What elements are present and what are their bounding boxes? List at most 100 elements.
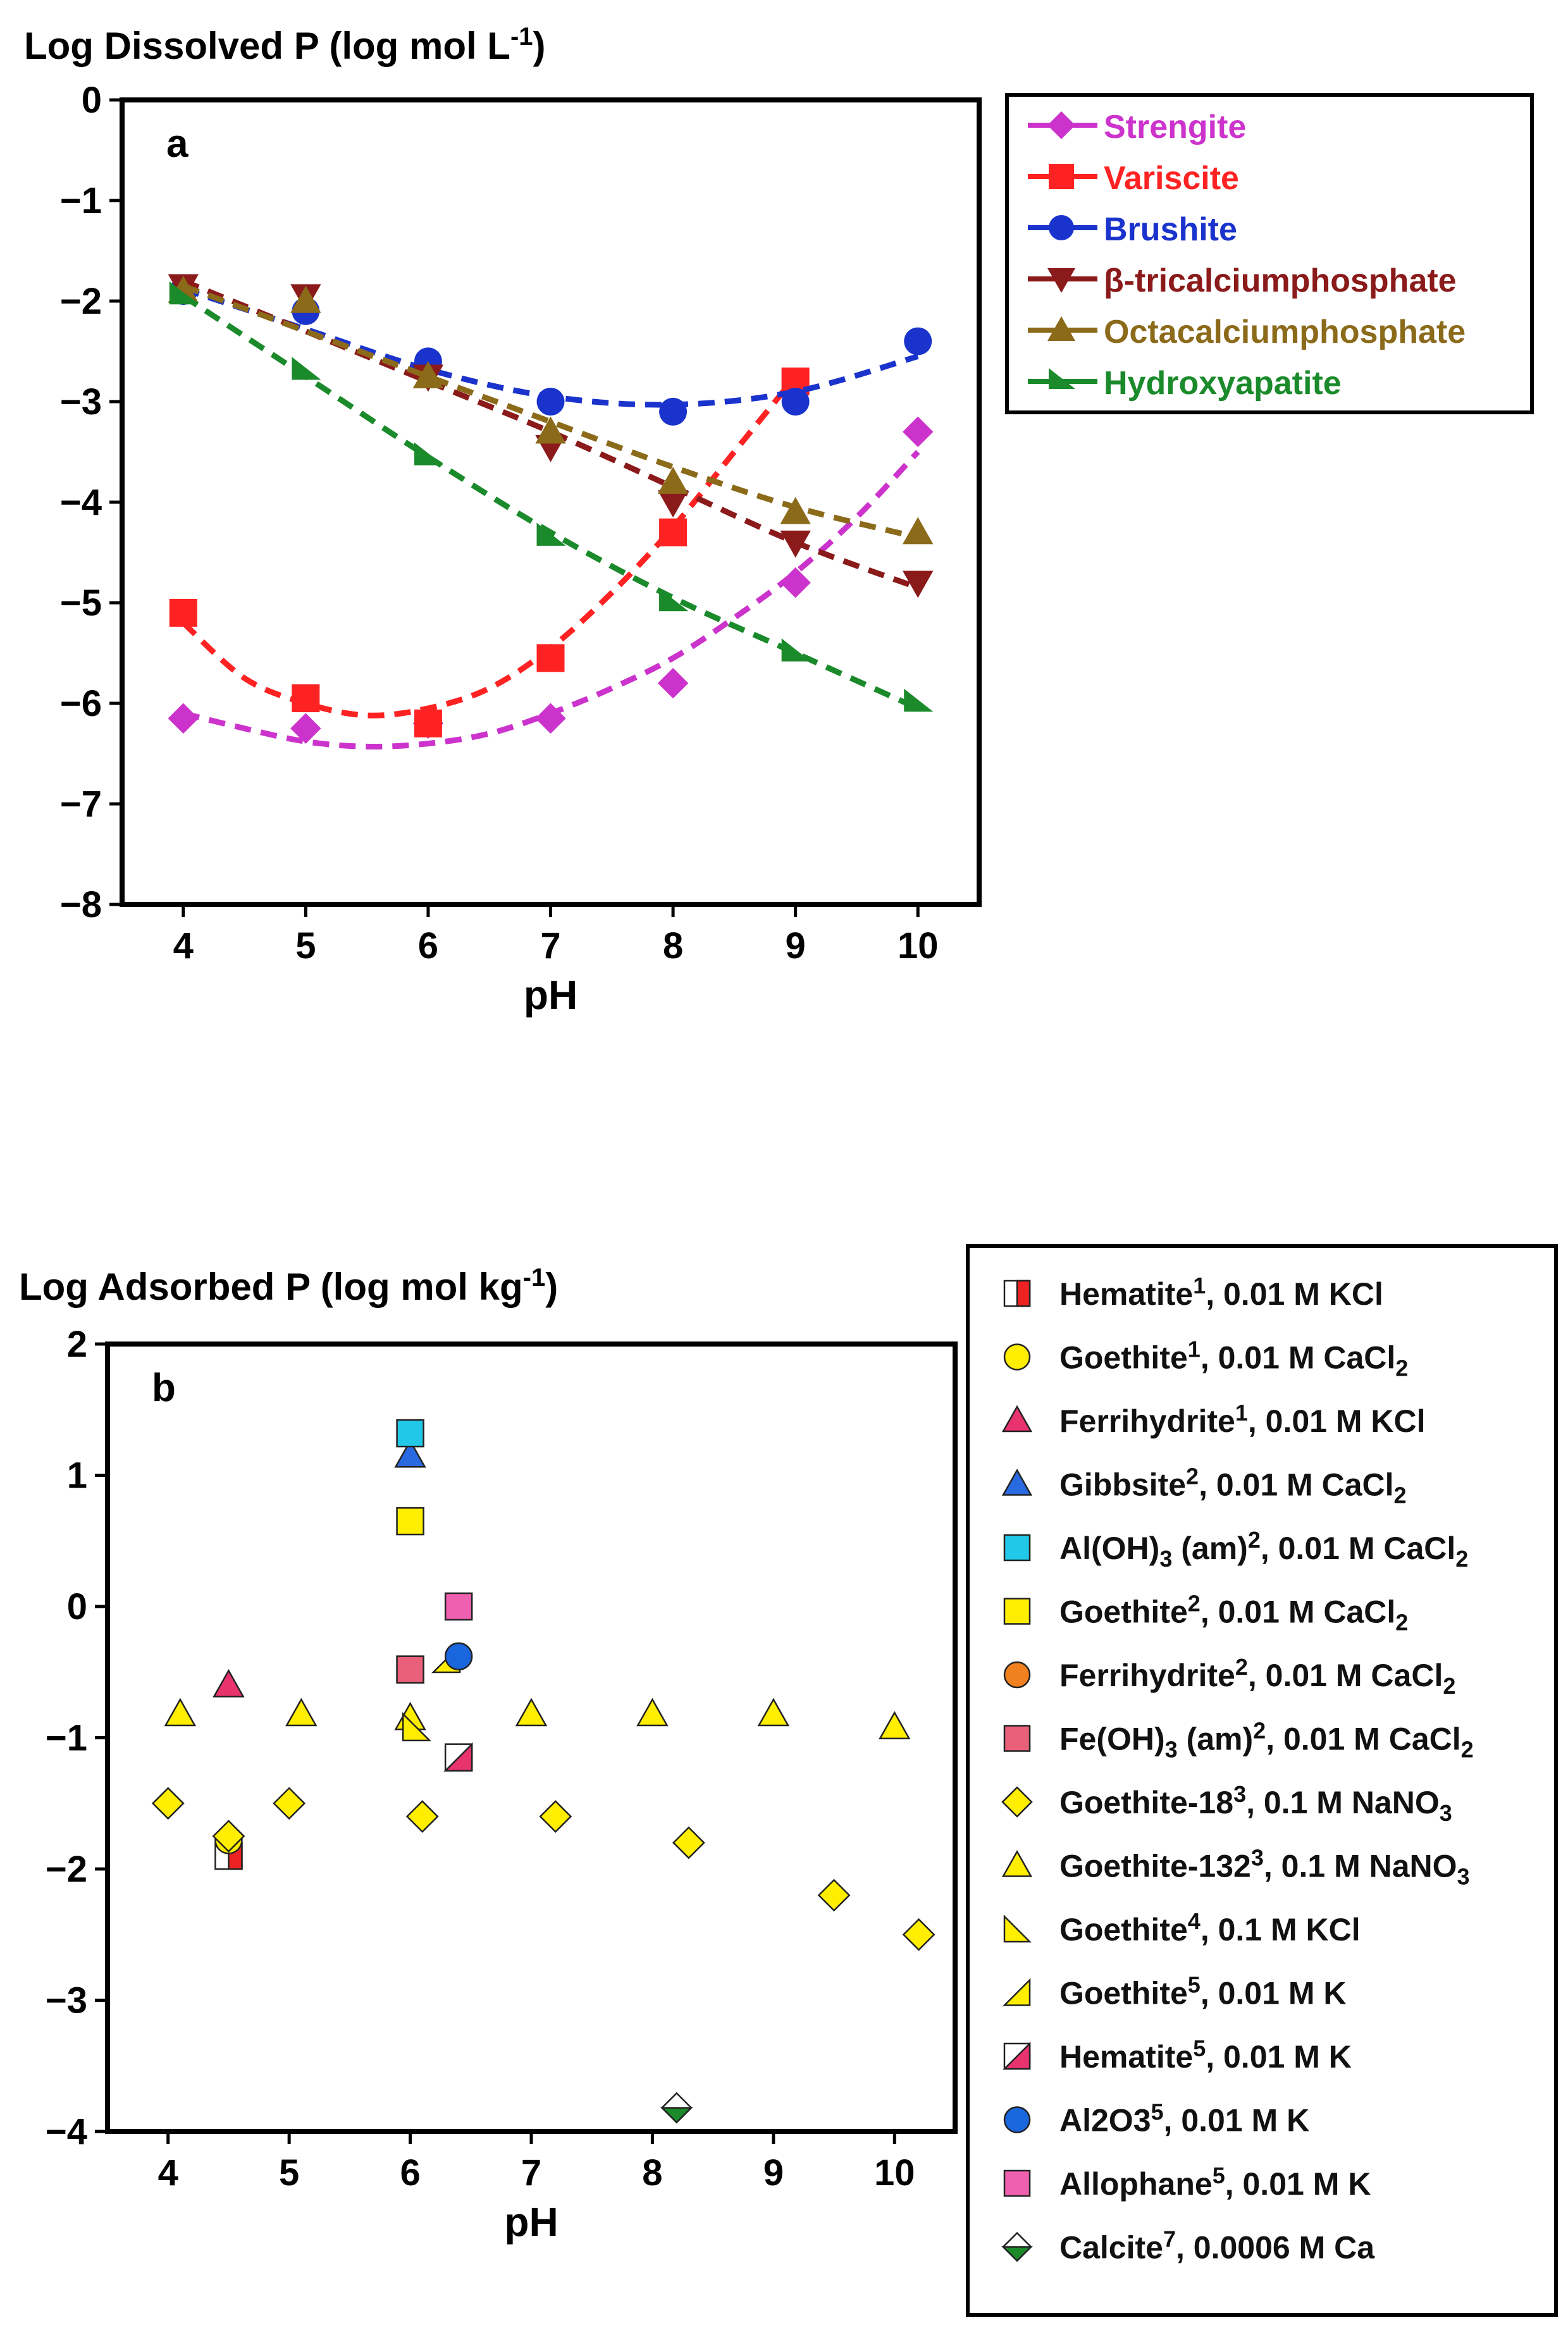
legend-name: Hematite: [1059, 1276, 1193, 1312]
data-point: [396, 1507, 424, 1536]
legend-sup: 5: [1213, 2162, 1225, 2188]
legend-rest: , 0.01 M CaCl: [1199, 1467, 1393, 1503]
x-tick-label: 10: [874, 2152, 915, 2193]
legend-entry: Al2O35, 0.01 M K: [1003, 2099, 1309, 2138]
legend-name: Al(OH): [1059, 1531, 1159, 1566]
y-axis-label-close: ): [533, 25, 546, 67]
legend-label: Hematite1, 0.01 M KCl: [1059, 1273, 1383, 1312]
y-tick-label: 2: [67, 1324, 87, 1365]
legend-label: Goethite2, 0.01 M CaCl2: [1059, 1591, 1408, 1636]
x-axis-label: pH: [524, 972, 577, 1018]
y-tick-label: −3: [46, 1980, 87, 2021]
legend-marker: [1001, 1786, 1033, 1818]
legend-sub: 2: [1443, 1673, 1455, 1699]
y-axis-label-text: Log Adsorbed P (log mol kg: [19, 1266, 523, 1308]
data-point: [781, 388, 810, 416]
legend-rest: , 0.01 M KCl: [1248, 1403, 1426, 1439]
x-tick-label: 6: [418, 925, 438, 966]
data-point: [672, 1826, 705, 1859]
data-point: [903, 517, 934, 545]
y-tick-label: −8: [60, 884, 102, 925]
legend-marker: [1003, 2106, 1031, 2133]
x-tick-label: 5: [295, 925, 316, 966]
legend-rest: , 0.01 M K: [1225, 2166, 1371, 2202]
legend-name: Goethite-132: [1059, 1849, 1251, 1884]
data-point: [817, 1878, 851, 1912]
data-point: [285, 1698, 318, 1727]
y-tick-label: −1: [60, 180, 102, 221]
legend-label: Goethite5, 0.01 M K: [1059, 1972, 1346, 2011]
legend-marker: [1001, 1468, 1033, 1496]
legend-label: Strengite: [1104, 109, 1246, 145]
data-point: [273, 1787, 306, 1820]
legend-marker: [1049, 368, 1075, 389]
legend-label: Goethite-1323, 0.1 M NaNO3: [1059, 1845, 1470, 1890]
legend-label: Goethite4, 0.1 M KCl: [1059, 1908, 1361, 1947]
y-tick-label: −1: [46, 1718, 87, 1759]
legend-sub: 3: [1440, 1800, 1452, 1826]
legend-marker: [1001, 1405, 1033, 1433]
y-axis-label-close: ): [545, 1266, 558, 1308]
legend-name: Gibbsite: [1059, 1467, 1186, 1503]
series-allophane: [444, 1592, 473, 1621]
legend-sup: 5: [1193, 2035, 1206, 2061]
legend-label: Variscite: [1104, 160, 1239, 197]
data-point: [659, 588, 689, 612]
legend-entry: Variscite: [1028, 160, 1239, 197]
legend-entry: Strengite: [1028, 109, 1246, 145]
legend-marker: [1047, 316, 1075, 341]
legend-name: Goethite: [1059, 1340, 1188, 1376]
y-axis-label: Log Dissolved P (log mol L-1): [24, 23, 546, 67]
data-point: [213, 1668, 245, 1698]
data-point: [636, 1698, 669, 1727]
legend-rest: , 0.01 M KCl: [1206, 1276, 1383, 1312]
legend-entry: Goethite5, 0.01 M K: [1002, 1972, 1346, 2011]
data-point: [657, 490, 689, 518]
data-point: [539, 1800, 572, 1833]
legend-marker: [1002, 2041, 1031, 2070]
y-tick-label: 0: [82, 80, 102, 121]
legend-name: Goethite: [1059, 1976, 1188, 2011]
legend-name: Allophane: [1059, 2166, 1213, 2202]
legend-entry: Hematite5, 0.01 M K: [1002, 2035, 1352, 2075]
legend-entry: Goethite4, 0.1 M KCl: [1003, 1908, 1361, 1947]
legend-entry: Gibbsite2, 0.01 M CaCl2: [1001, 1464, 1407, 1508]
legend-label: Hematite5, 0.01 M K: [1059, 2035, 1352, 2075]
legend-marker: [1002, 1978, 1031, 2006]
legend-frame: [1005, 93, 1534, 414]
legend-sub: 2: [1395, 1610, 1408, 1636]
plot-frame: [105, 1341, 958, 2134]
legend-sup: 7: [1163, 2226, 1176, 2252]
data-point: [780, 496, 811, 524]
legend-sub: 2: [1394, 1483, 1407, 1508]
data-point: [781, 638, 811, 662]
legend-sub: 3: [1457, 1864, 1470, 1890]
legend-marker: [1003, 1534, 1031, 1562]
data-point: [396, 1655, 424, 1684]
data-point: [405, 1800, 439, 1833]
legend-entry: Fe(OH)3 (am)2, 0.01 M CaCl2: [1003, 1718, 1474, 1763]
data-point: [414, 709, 442, 737]
legend-marker: [1003, 1343, 1031, 1371]
x-tick-label: 8: [663, 925, 683, 966]
y-tick-label: −7: [60, 784, 102, 825]
legend-entry: Octacalciumphosphate: [1028, 314, 1466, 350]
legend-rest: , 0.0006 M Ca: [1176, 2230, 1375, 2266]
y-tick-label: −5: [60, 583, 102, 624]
data-point: [536, 644, 565, 672]
legend-sup: 2: [1253, 1718, 1266, 1744]
legend-name: Ferrihydrite: [1059, 1403, 1235, 1439]
legend-label: Octacalciumphosphate: [1104, 314, 1466, 350]
legend-sub: 3: [1165, 1737, 1178, 1763]
legend-sub: 3: [1159, 1546, 1172, 1572]
data-point: [659, 518, 688, 546]
legend-entry: Hydroxyapatite: [1028, 365, 1342, 402]
series-hydroxyapatite: [169, 281, 934, 712]
legend-rest: , 0.01 M CaCl: [1201, 1340, 1395, 1376]
legend-sup: 3: [1251, 1845, 1264, 1871]
x-tick-label: 7: [540, 925, 560, 966]
y-axis-label: Log Adsorbed P (log mol kg-1): [19, 1264, 558, 1308]
legend-label: Goethite-183, 0.1 M NaNO3: [1059, 1781, 1452, 1826]
